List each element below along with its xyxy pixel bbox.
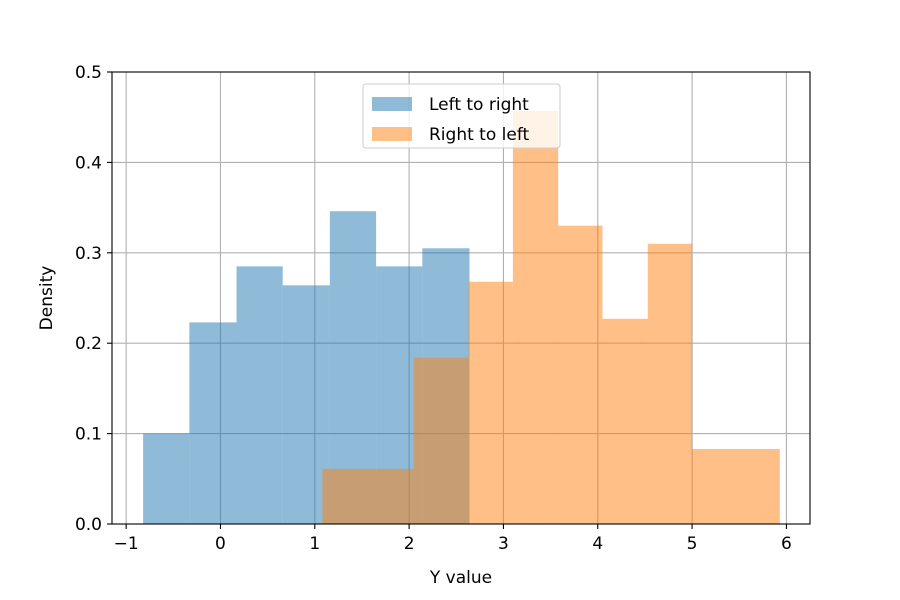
- x-tick-label: 6: [781, 534, 792, 554]
- y-tick-label: 0.1: [75, 425, 102, 445]
- legend: Left to right Right to left: [362, 83, 561, 149]
- legend-swatch-right-to-left: [372, 127, 412, 141]
- y-tick-label: 0.2: [75, 334, 102, 354]
- bar-left-to-right: [282, 285, 330, 524]
- bar-left-to-right: [143, 433, 190, 524]
- x-tick-label: 0: [215, 534, 226, 554]
- bar-right-to-left: [512, 110, 559, 524]
- x-tick-label: 3: [498, 534, 509, 554]
- bar-right-to-left: [322, 468, 414, 524]
- legend-label-left-to-right: Left to right: [429, 95, 529, 115]
- bar-right-to-left: [413, 357, 469, 524]
- bar-right-to-left: [468, 281, 513, 524]
- bar-right-to-left: [558, 225, 603, 524]
- x-tick-label: −1: [114, 534, 139, 554]
- y-tick-label: 0.4: [75, 153, 102, 173]
- y-axis-label: Density: [37, 266, 57, 331]
- legend-box: [362, 83, 561, 149]
- x-tick-label: 4: [592, 534, 603, 554]
- bar-right-to-left: [647, 243, 693, 524]
- bars: [143, 110, 780, 524]
- x-tick-label: 1: [309, 534, 320, 554]
- x-tick-label: 5: [687, 534, 698, 554]
- y-tick-label: 0.0: [75, 515, 102, 535]
- ticks: −1 0 1 2 3 4 5 6 0.0 0.1 0.2 0.3 0.4 0.5: [75, 63, 792, 554]
- bar-left-to-right: [236, 266, 283, 524]
- x-axis-label: Y value: [429, 568, 492, 588]
- plot-frame: [111, 71, 811, 525]
- bar-right-to-left: [692, 448, 780, 524]
- y-tick-label: 0.3: [75, 244, 102, 264]
- legend-swatch-left-to-right: [372, 97, 412, 111]
- bar-left-to-right: [189, 322, 237, 524]
- y-tick-label: 0.5: [75, 63, 102, 83]
- x-tick-label: 2: [404, 534, 415, 554]
- bar-right-to-left: [602, 318, 648, 524]
- legend-label-right-to-left: Right to left: [429, 125, 530, 145]
